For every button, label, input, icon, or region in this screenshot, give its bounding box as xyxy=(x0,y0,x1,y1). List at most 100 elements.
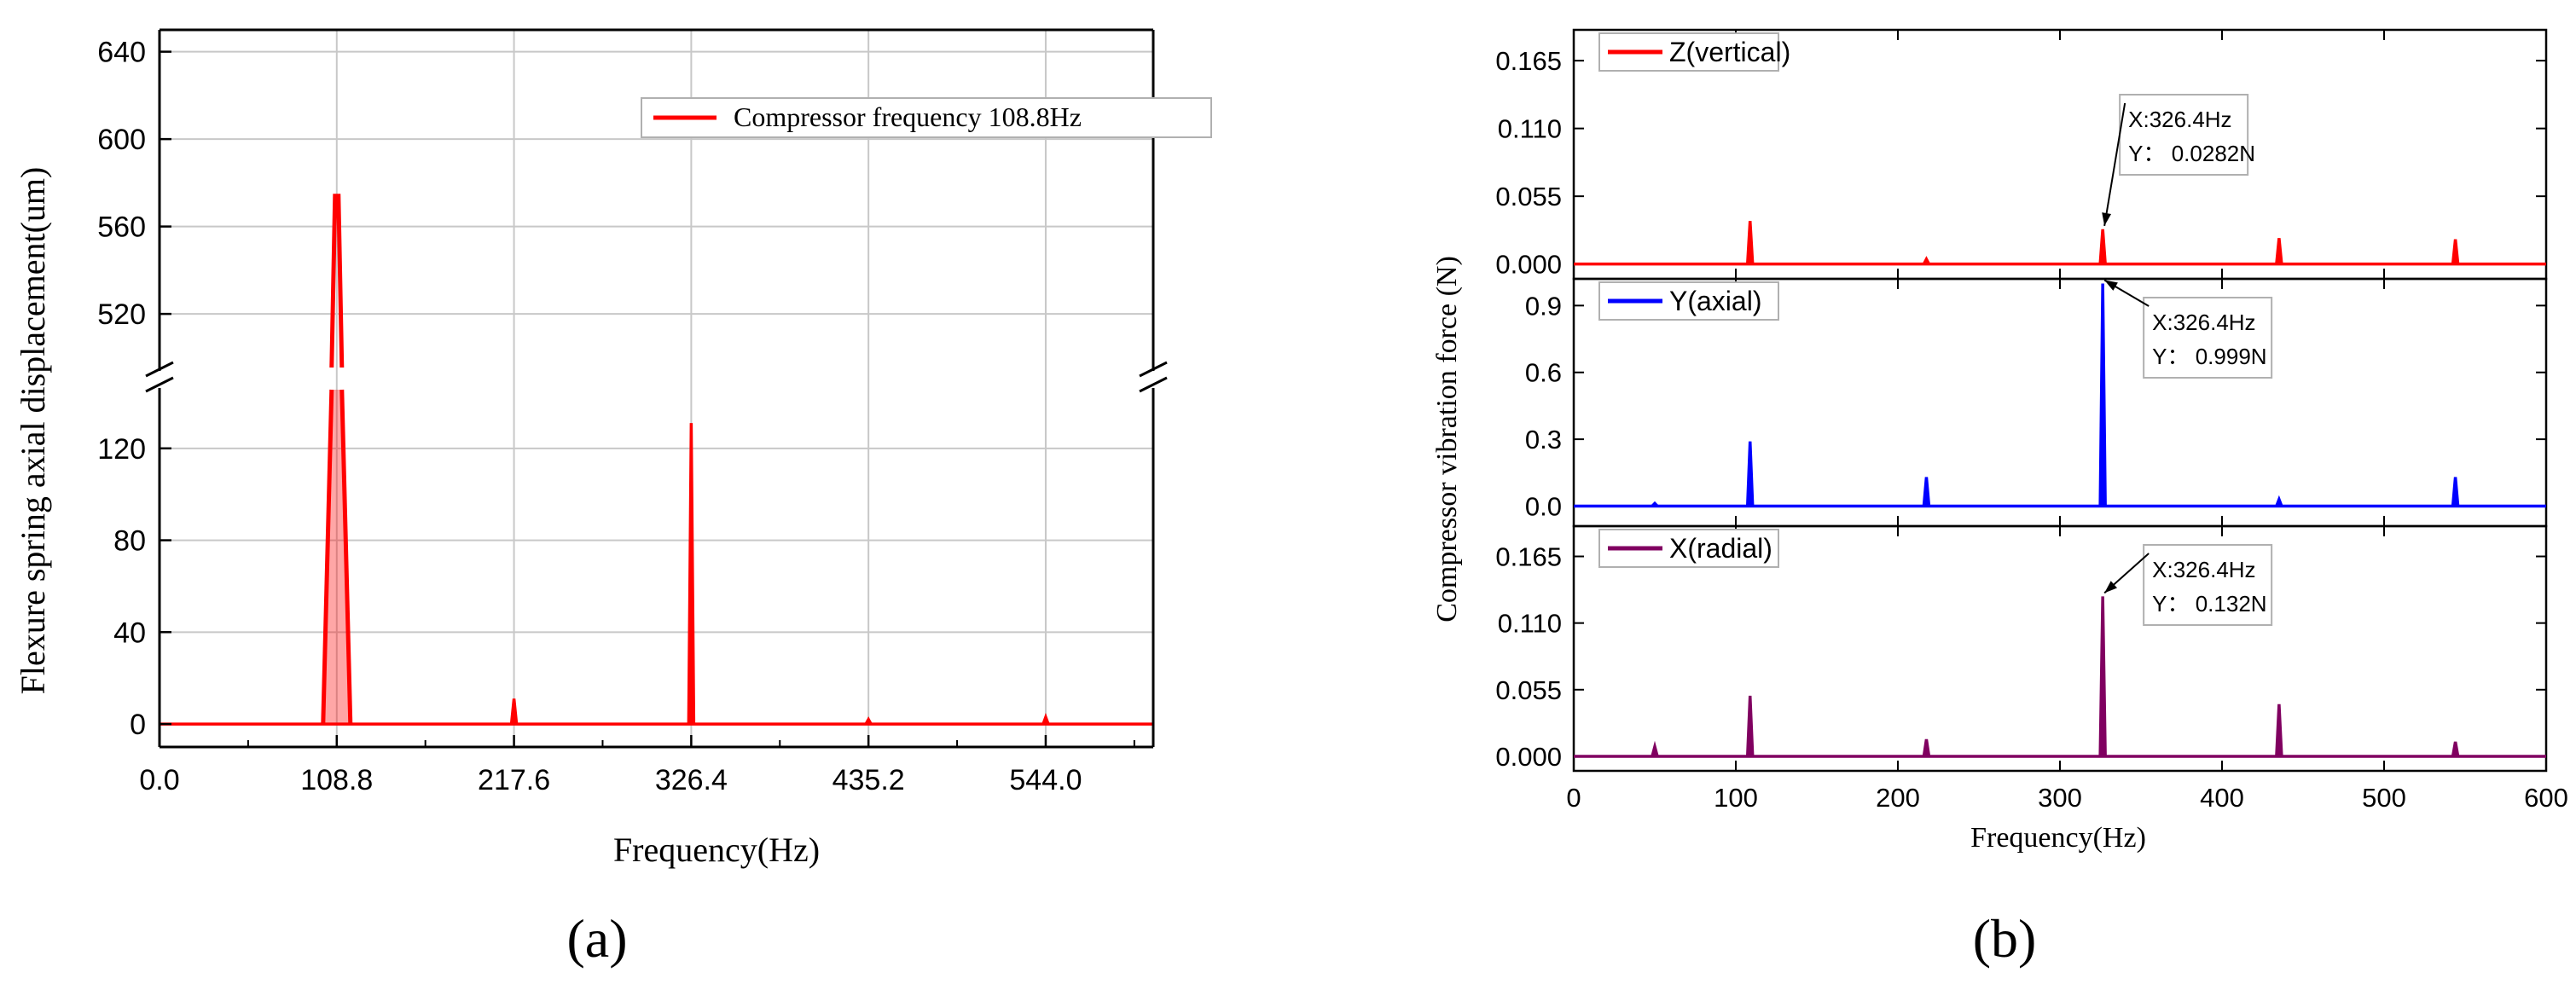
annotation-arrow xyxy=(2103,102,2126,227)
y-tick-label: 0.000 xyxy=(1495,250,1562,280)
y-tick-label: 0.000 xyxy=(1495,742,1562,772)
x-tick-label: 500 xyxy=(2362,783,2406,813)
peak-3 xyxy=(2275,238,2283,264)
subplot-2: 0.000 0.055 0.110 0.165 0 100 200 300 400 500 600 X… xyxy=(1495,524,2568,813)
peak-annotation: X:326.4Hz Y： 0.0282N xyxy=(2102,94,2255,227)
axis-break-mark xyxy=(1139,376,1168,393)
peak-1 xyxy=(1922,256,1930,265)
panel-b-subplots: 0.000 0.055 0.110 0.165 Z(vertical) X:326.4Hz… xyxy=(1495,28,2568,813)
peak-0 xyxy=(1745,220,1755,264)
annotation-arrowhead xyxy=(2104,581,2118,593)
annotation-arrowhead xyxy=(2104,280,2118,291)
peak-2 xyxy=(1922,477,1931,507)
peak-2 xyxy=(1922,738,1931,757)
peak-3 xyxy=(2098,283,2107,507)
peak-4 xyxy=(2275,495,2283,507)
subplot-0: 0.000 0.055 0.110 0.165 Z(vertical) X:326.4Hz… xyxy=(1495,28,2548,281)
y-tick-label: 120 xyxy=(97,433,146,466)
panel-label-a: (a) xyxy=(566,908,627,969)
panel-a-grid xyxy=(160,30,1153,747)
x-tick-label: 600 xyxy=(2524,783,2568,813)
peak-1 xyxy=(1745,441,1755,507)
axis-break-mark xyxy=(145,361,174,378)
annotation-y: Y： 0.132N xyxy=(2152,591,2266,617)
y-tick-label: 600 xyxy=(97,124,146,156)
annotation-x: X:326.4Hz xyxy=(2128,107,2231,132)
x-tick-label: 544.0 xyxy=(1009,764,1082,796)
subplot-1: 0.0 0.3 0.6 0.9 Y(axial) X:326.4Hz Y： 0.999N xyxy=(1525,277,2548,528)
x-tick-label: 100 xyxy=(1714,783,1758,813)
legend-label: Compressor frequency 108.8Hz xyxy=(734,101,1082,132)
y-tick-label: 0.9 xyxy=(1525,291,1562,321)
x-tick-label: 200 xyxy=(1876,783,1920,813)
x-tick-label: 0.0 xyxy=(139,764,179,796)
y-tick-label: 0.110 xyxy=(1498,609,1562,639)
peak-main-lower-left xyxy=(321,389,334,725)
x-tick-label: 0 xyxy=(1566,783,1581,813)
subplot-legend: X(radial) xyxy=(1598,529,1779,568)
peak-1 xyxy=(1745,695,1755,757)
peak-annotation: X:326.4Hz Y： 0.132N xyxy=(2103,544,2273,626)
peak-main-lower-right xyxy=(339,389,353,725)
annotation-arrowhead xyxy=(2102,212,2112,226)
peak-4 xyxy=(1041,712,1050,725)
peak-1 xyxy=(509,698,519,725)
peak-main-upper xyxy=(329,194,345,368)
peak-2 xyxy=(687,423,696,725)
panel-a-ticks: 0.0 108.8 217.6 326.4 435.2 544.0 0 40 80 120 520 5… xyxy=(97,37,1135,796)
legend-box xyxy=(641,97,1212,138)
peak-2 xyxy=(2098,229,2107,264)
peak-annotation: X:326.4Hz Y： 0.999N xyxy=(2103,279,2273,379)
y-axis-label-b: Compressor vibration force (N) xyxy=(1431,256,1463,622)
annotation-y: Y： 0.999N xyxy=(2152,344,2266,369)
panel-a-series xyxy=(160,194,1153,726)
x-axis-label-b: Frequency(Hz) xyxy=(1970,822,2146,854)
peak-main-fill xyxy=(322,390,351,725)
y-tick-label: 0.110 xyxy=(1498,114,1562,144)
peak-0 xyxy=(1651,501,1659,507)
peak-3 xyxy=(864,716,873,725)
y-tick-label: 0.055 xyxy=(1495,675,1562,705)
y-tick-label: 0.3 xyxy=(1525,425,1562,454)
annotation-x: X:326.4Hz xyxy=(2152,310,2255,335)
axis-break-mark xyxy=(1139,361,1168,378)
y-tick-label: 520 xyxy=(97,298,146,331)
y-tick-label: 0.165 xyxy=(1495,46,1562,76)
x-tick-label: 400 xyxy=(2200,783,2244,813)
y-tick-label: 80 xyxy=(113,525,146,558)
y-tick-label: 560 xyxy=(97,211,146,244)
peak-4 xyxy=(2275,703,2283,757)
x-tick-label: 435.2 xyxy=(833,764,905,796)
x-tick-label: 326.4 xyxy=(655,764,728,796)
y-tick-label: 0.055 xyxy=(1495,182,1562,211)
panel-label-b: (b) xyxy=(1973,908,2037,969)
panel-a-legend: Compressor frequency 108.8Hz xyxy=(641,97,1212,138)
y-tick-label: 640 xyxy=(97,37,146,69)
legend-label: Z(vertical) xyxy=(1669,37,1790,67)
peak-5 xyxy=(2451,741,2460,757)
peak-4 xyxy=(2451,239,2460,264)
y-tick-label: 0.165 xyxy=(1495,542,1562,572)
x-tick-label: 108.8 xyxy=(300,764,373,796)
peak-0 xyxy=(1651,740,1659,757)
subplot-legend: Z(vertical) xyxy=(1598,32,1790,72)
axis-break-mark xyxy=(145,376,174,393)
annotation-box xyxy=(2143,544,2273,626)
y-tick-label: 0.6 xyxy=(1525,358,1562,388)
x-axis-label-a: Frequency(Hz) xyxy=(613,831,820,869)
y-tick-label: 0.0 xyxy=(1525,491,1562,521)
peak-5 xyxy=(2451,477,2460,507)
panel-b-chart: 0.000 0.055 0.110 0.165 Z(vertical) X:326.4Hz… xyxy=(1431,28,2568,969)
peak-3 xyxy=(2098,596,2107,756)
annotation-box xyxy=(2143,297,2273,379)
legend-label: X(radial) xyxy=(1669,533,1772,564)
x-tick-label: 217.6 xyxy=(478,764,550,796)
y-tick-label: 40 xyxy=(113,617,146,649)
y-tick-label: 0 xyxy=(130,709,146,741)
legend-label: Y(axial) xyxy=(1669,286,1761,316)
x-tick-label: 300 xyxy=(2038,783,2082,813)
annotation-y: Y： 0.0282N xyxy=(2128,141,2255,166)
subplot-legend: Y(axial) xyxy=(1598,281,1779,321)
y-axis-label-a: Flexure spring axial displacement(um) xyxy=(14,167,52,695)
